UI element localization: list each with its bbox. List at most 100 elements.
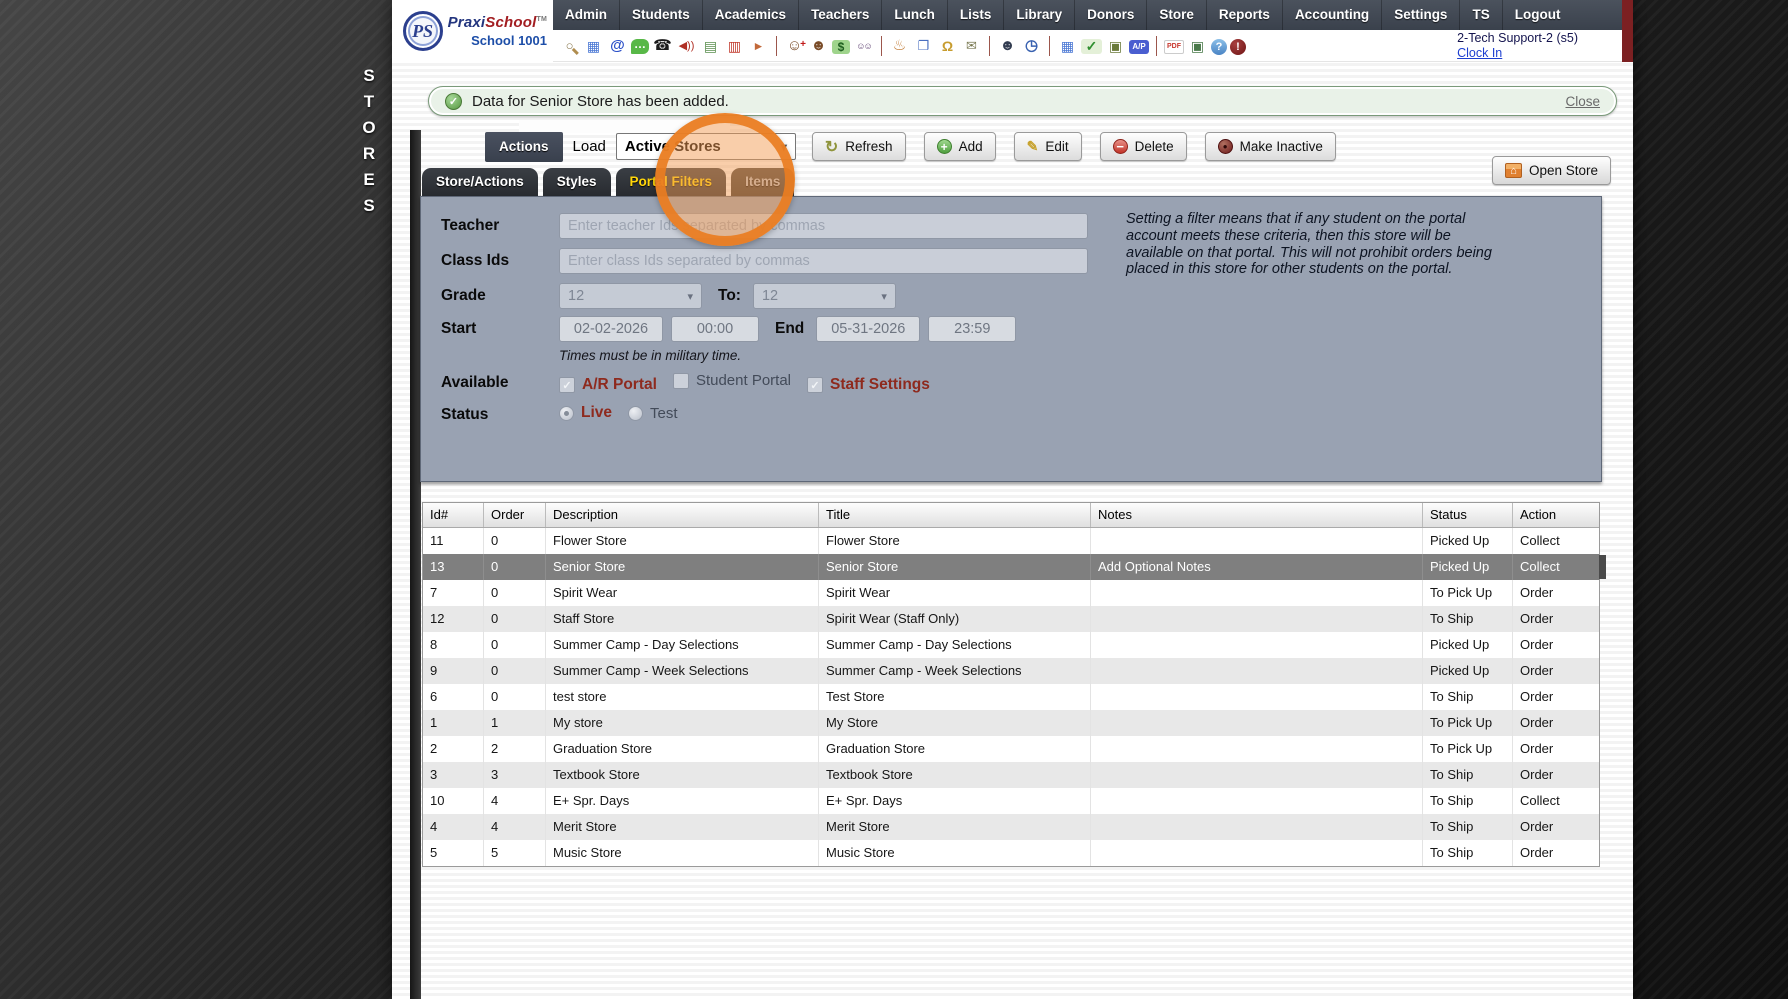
checkbox-a-r-portal[interactable]: ✓	[559, 377, 575, 393]
alarm-icon[interactable]: ◷	[1024, 36, 1039, 54]
add-button[interactable]: + Add	[923, 132, 996, 161]
column-header-notes[interactable]: Notes	[1091, 503, 1423, 527]
printer-deposit-icon[interactable]: ▣	[1108, 37, 1123, 54]
cell-title: Summer Camp - Day Selections	[819, 632, 1091, 658]
delete-button[interactable]: − Delete	[1099, 132, 1187, 161]
table-row[interactable]: 4 4 Merit Store Merit Store To Ship Order	[423, 814, 1599, 840]
phone-icon[interactable]: ☎	[653, 36, 672, 54]
email-at-icon[interactable]: @	[610, 36, 625, 54]
table-row[interactable]: 6 0 test store Test Store To Ship Order	[423, 684, 1599, 710]
end-date-input[interactable]	[816, 316, 921, 342]
refresh-button[interactable]: ↻ Refresh	[811, 132, 906, 161]
nav-item-ts[interactable]: TS	[1459, 0, 1501, 30]
pdf-icon[interactable]: PDF	[1164, 40, 1184, 54]
grade-to-select[interactable]: 12 ▾	[752, 283, 896, 309]
make-inactive-button[interactable]: ● Make Inactive	[1204, 132, 1336, 161]
chevron-down-icon: ▾	[780, 139, 787, 154]
tab-store-actions[interactable]: Store/Actions	[422, 168, 538, 196]
search-icon[interactable]: ○	[559, 36, 580, 56]
nav-item-settings[interactable]: Settings	[1381, 0, 1459, 30]
calendar-grid-icon[interactable]: ▦	[586, 37, 601, 54]
ap-badge-icon[interactable]: A/P	[1129, 40, 1149, 54]
column-header-action[interactable]: Action	[1520, 507, 1557, 522]
left-rail-divider	[410, 130, 421, 999]
tab-portal-filters[interactable]: Portal Filters	[615, 168, 727, 196]
column-header-id[interactable]: Id#	[423, 503, 484, 527]
nav-item-store[interactable]: Store	[1146, 0, 1206, 30]
cell-notes	[1091, 606, 1423, 632]
start-date-input[interactable]	[559, 316, 663, 342]
table-row[interactable]: 10 4 E+ Spr. Days E+ Spr. Days To Ship Collec…	[423, 788, 1599, 814]
filter-help-text: Setting a filter means that if any stude…	[1126, 211, 1492, 278]
staff-icon[interactable]: ☻	[999, 36, 1016, 54]
cell-notes	[1091, 840, 1423, 866]
calendar-date-icon[interactable]: ▥	[727, 37, 742, 54]
column-header-status[interactable]: Status	[1423, 503, 1513, 527]
table-row[interactable]: 13 0 Senior Store Senior Store Add Optional …	[423, 554, 1606, 580]
binder-icon[interactable]: ❐	[917, 37, 930, 53]
table-row[interactable]: 8 0 Summer Camp - Day Selections Summer Cam…	[423, 632, 1599, 658]
student-icon[interactable]: ☻	[810, 36, 827, 54]
check-icon[interactable]: ✓	[1081, 39, 1102, 54]
nav-item-teachers[interactable]: Teachers	[798, 0, 881, 30]
clock-in-link[interactable]: Clock In	[1457, 45, 1503, 60]
class-ids-input[interactable]	[559, 248, 1088, 274]
store-filter-select[interactable]: Active Stores ▾	[615, 133, 796, 160]
printer-icon[interactable]: ▣	[1190, 37, 1205, 54]
bell-icon[interactable]: Ω	[941, 37, 954, 54]
table-row[interactable]: 12 0 Staff Store Spirit Wear (Staff Only) To…	[423, 606, 1599, 632]
cell-action: Order	[1520, 845, 1554, 860]
speaker-icon[interactable]: ◀))	[678, 39, 695, 52]
grade-from-select[interactable]: 12 ▾	[559, 283, 702, 309]
chat-icon[interactable]: …	[631, 38, 649, 54]
nav-item-lists[interactable]: Lists	[946, 0, 1004, 30]
cell-status: To Ship	[1423, 762, 1513, 788]
column-header-description[interactable]: Description	[546, 503, 819, 527]
help-icon[interactable]: ?	[1211, 38, 1227, 55]
nav-item-donors[interactable]: Donors	[1074, 0, 1146, 30]
tab-bar: Store/Actions Styles Portal Filters Items	[422, 168, 795, 196]
nav-item-students[interactable]: Students	[619, 0, 702, 30]
brand-logo[interactable]: PS PraxiSchoolTM School 1001	[392, 0, 553, 62]
radio-live[interactable]	[559, 405, 574, 421]
nav-item-admin[interactable]: Admin	[565, 7, 607, 22]
end-time-input[interactable]	[928, 316, 1017, 342]
table-row[interactable]: 11 0 Flower Store Flower Store Picked Up Coll…	[423, 528, 1599, 554]
send-mail-icon[interactable]: ✉	[966, 37, 977, 53]
cell-title: Senior Store	[819, 554, 1091, 580]
open-store-button[interactable]: ⌂ Open Store	[1491, 156, 1611, 185]
nav-item-accounting[interactable]: Accounting	[1281, 0, 1381, 30]
column-header-title[interactable]: Title	[819, 503, 1091, 527]
tab-styles[interactable]: Styles	[542, 168, 611, 196]
table-row[interactable]: 2 2 Graduation Store Graduation Store To Pic…	[423, 736, 1599, 762]
lunch-icon[interactable]: ♨	[892, 36, 907, 54]
table-row[interactable]: 5 5 Music Store Music Store To Ship Order	[423, 840, 1599, 866]
teacher-ids-input[interactable]	[559, 213, 1088, 239]
cell-notes	[1091, 632, 1423, 658]
nav-item-academics[interactable]: Academics	[701, 0, 798, 30]
delete-icon: −	[1112, 139, 1128, 154]
money-icon[interactable]: $	[832, 40, 850, 54]
column-header-order[interactable]: Order	[484, 503, 546, 527]
nav-item-library[interactable]: Library	[1003, 0, 1074, 30]
nav-item-lunch[interactable]: Lunch	[881, 0, 947, 30]
schedule-icon[interactable]: ▤	[703, 37, 718, 54]
table-row[interactable]: 9 0 Summer Camp - Week Selections Summer Ca…	[423, 658, 1599, 684]
table-row[interactable]: 3 3 Textbook Store Textbook Store To Ship Ord…	[423, 762, 1599, 788]
tab-items[interactable]: Items	[731, 168, 795, 196]
table-row[interactable]: 1 1 My store My Store To Pick Up Order	[423, 710, 1599, 736]
add-student-icon[interactable]: ☺	[784, 35, 806, 56]
nav-item-reports[interactable]: Reports	[1205, 0, 1282, 30]
start-time-input[interactable]	[671, 316, 759, 342]
checkbox-student-portal[interactable]	[672, 372, 689, 389]
alert-icon[interactable]: !	[1230, 38, 1246, 55]
megaphone-icon[interactable]: ►	[752, 38, 765, 53]
close-banner-link[interactable]: Close	[1565, 93, 1600, 109]
edit-button[interactable]: ✎ Edit	[1013, 132, 1082, 161]
checkbox-staff-settings[interactable]: ✓	[807, 377, 823, 393]
nav-item-logout[interactable]: Logout	[1501, 0, 1573, 30]
family-icon[interactable]: ☺☺	[856, 40, 872, 51]
radio-test[interactable]	[628, 405, 644, 421]
table-row[interactable]: 7 0 Spirit Wear Spirit Wear To Pick Up Order	[423, 580, 1599, 606]
table-icon[interactable]: ▦	[1060, 37, 1075, 54]
